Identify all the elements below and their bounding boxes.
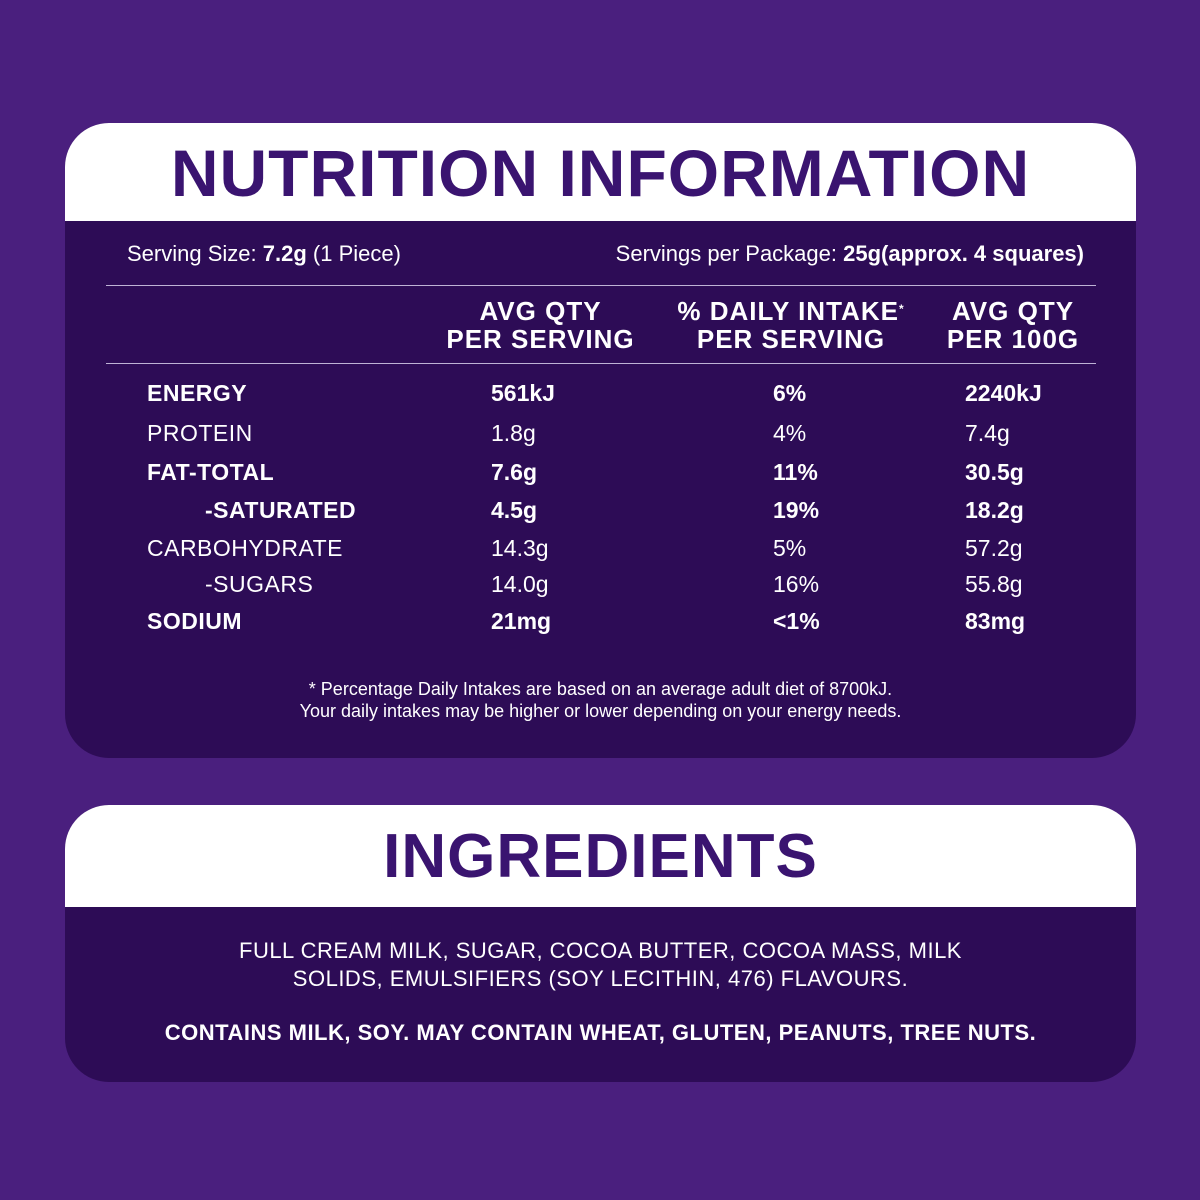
row-label: SODIUM	[147, 608, 242, 634]
per-100g-value: 55.8g	[965, 571, 1023, 597]
table-row-protein: PROTEIN 1.8g 4% 7.4g	[65, 420, 1136, 450]
table-row-carbohydrate: CARBOHYDRATE 14.3g 5% 57.2g	[65, 535, 1136, 565]
per-serving-value: 561kJ	[491, 380, 555, 406]
serving-size-value: 7.2g	[262, 241, 307, 266]
nutrition-panel: NUTRITION INFORMATION Serving Size: 7.2g…	[65, 123, 1136, 758]
per-100g-value: 83mg	[965, 608, 1026, 634]
column-header-line2: PER SERVING	[446, 324, 635, 354]
table-row-sodium: SODIUM 21mg <1% 83mg	[65, 608, 1136, 638]
column-header-daily-intake: % DAILY INTAKE* PER SERVING	[665, 297, 917, 353]
column-header-avg-per-100g: AVG QTY PER 100G	[933, 297, 1093, 353]
daily-intake-footnote: * Percentage Daily Intakes are based on …	[65, 678, 1136, 722]
daily-intake-value: <1%	[773, 608, 820, 634]
table-row-fat-total: FAT-TOTAL 7.6g 11% 30.5g	[65, 459, 1136, 489]
daily-intake-value: 5%	[773, 535, 807, 561]
serving-size-label: Serving Size:	[127, 241, 257, 266]
per-100g-value: 57.2g	[965, 535, 1023, 561]
allergen-statement: CONTAINS MILK, SOY. MAY CONTAIN WHEAT, G…	[164, 1020, 1037, 1045]
table-row-saturated: -SATURATED 4.5g 19% 18.2g	[65, 497, 1136, 527]
per-100g-value: 30.5g	[965, 459, 1024, 485]
per-serving-value: 21mg	[491, 608, 552, 634]
daily-intake-value: 6%	[773, 380, 807, 406]
row-label: FAT-TOTAL	[147, 459, 275, 485]
ingredients-title: INGREDIENTS	[65, 805, 1136, 907]
column-header-line2: PER SERVING	[696, 324, 886, 354]
footnote-line: Your daily intakes may be higher or lowe…	[299, 701, 902, 721]
per-serving-value: 7.6g	[491, 459, 538, 485]
daily-intake-value: 19%	[773, 497, 820, 523]
table-header-divider	[106, 363, 1096, 364]
ingredients-line: SOLIDS, EMULSIFIERS (SOY LECITHIN, 476) …	[292, 966, 909, 991]
daily-intake-value: 4%	[773, 420, 807, 446]
serving-size: Serving Size: 7.2g (1 Piece)	[127, 241, 401, 267]
per-100g-value: 2240kJ	[965, 380, 1042, 406]
per-serving-value: 14.0g	[491, 571, 549, 597]
daily-intake-label: % DAILY INTAKE	[677, 296, 899, 326]
column-header-line1: % DAILY INTAKE*	[665, 297, 917, 325]
ingredients-list: FULL CREAM MILK, SUGAR, COCOA BUTTER, CO…	[65, 937, 1136, 993]
ingredients-panel: INGREDIENTS FULL CREAM MILK, SUGAR, COCO…	[65, 805, 1136, 1082]
row-label: PROTEIN	[147, 420, 253, 446]
row-label: CARBOHYDRATE	[147, 535, 343, 561]
daily-intake-value: 16%	[773, 571, 820, 597]
column-header-line1: AVG QTY	[951, 296, 1075, 326]
nutrition-title: NUTRITION INFORMATION	[65, 123, 1136, 221]
daily-intake-marker: *	[898, 302, 905, 316]
servings-per-package-label: Servings per Package:	[615, 241, 837, 266]
per-serving-value: 14.3g	[491, 535, 549, 561]
row-label: -SUGARS	[205, 571, 314, 597]
column-header-line2: PER 100G	[946, 324, 1080, 354]
row-label: ENERGY	[147, 380, 248, 406]
row-label: -SATURATED	[205, 497, 357, 523]
footnote-line: * Percentage Daily Intakes are based on …	[308, 679, 893, 699]
per-100g-value: 7.4g	[965, 420, 1010, 446]
ingredients-line: FULL CREAM MILK, SUGAR, COCOA BUTTER, CO…	[239, 938, 962, 963]
table-row-energy: ENERGY 561kJ 6% 2240kJ	[65, 380, 1136, 410]
daily-intake-value: 11%	[773, 459, 818, 485]
table-row-sugars: -SUGARS 14.0g 16% 55.8g	[65, 571, 1136, 601]
per-100g-value: 18.2g	[965, 497, 1024, 523]
table-top-divider	[106, 285, 1096, 286]
per-serving-value: 4.5g	[491, 497, 538, 523]
per-serving-value: 1.8g	[491, 420, 536, 446]
column-header-line1: AVG QTY	[479, 296, 602, 326]
serving-size-note: (1 Piece)	[312, 241, 401, 266]
serving-info: Serving Size: 7.2g (1 Piece) Servings pe…	[127, 241, 1084, 267]
servings-per-package: Servings per Package: 25g(approx. 4 squa…	[616, 241, 1084, 267]
column-header-avg-per-serving: AVG QTY PER SERVING	[433, 297, 648, 353]
servings-per-package-value: 25g(approx. 4 squares)	[843, 241, 1084, 266]
